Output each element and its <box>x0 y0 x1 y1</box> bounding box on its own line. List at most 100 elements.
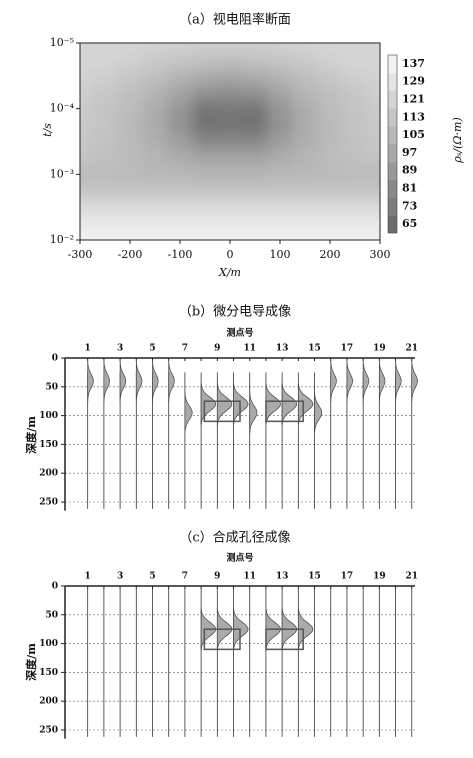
contour-cell <box>192 166 218 184</box>
contour-cell <box>142 231 168 240</box>
contour-cell <box>292 51 318 69</box>
contour-cell <box>342 84 368 101</box>
contour-cell <box>80 133 93 151</box>
wiggle-lobe <box>103 359 110 403</box>
contour-cell <box>117 116 143 134</box>
contour-cell <box>167 116 193 134</box>
colorbar-tick-label: 97 <box>402 146 417 159</box>
contour-cell <box>142 51 168 69</box>
wiggle-lobe <box>314 391 323 434</box>
contour-cell <box>192 198 218 216</box>
contour-cell <box>292 43 318 52</box>
x-tick-label: 3 <box>117 344 123 354</box>
x-tick-label: 7 <box>182 572 188 582</box>
contour-cell <box>267 51 293 69</box>
contour-cell <box>142 43 168 52</box>
contour-cell <box>80 43 93 52</box>
contour-cell <box>342 116 368 134</box>
contour-cell <box>267 67 293 85</box>
contour-cell <box>342 149 368 167</box>
contour-cell <box>367 215 380 233</box>
contour-cell <box>217 149 243 167</box>
contour-cell <box>267 133 293 151</box>
contour-cell <box>267 149 293 167</box>
contour-cell <box>342 231 368 240</box>
contour-cell <box>117 84 143 101</box>
contour-cell <box>167 100 193 118</box>
contour-cell <box>192 231 218 240</box>
x-tick-label: 19 <box>373 572 386 582</box>
contour-cell <box>142 182 168 200</box>
contour-cell <box>217 198 243 216</box>
contour-cell <box>92 133 118 151</box>
contour-cell <box>317 51 343 69</box>
x-tick-label: 9 <box>214 572 220 582</box>
contour-cell <box>367 166 380 184</box>
contour-cell <box>117 149 143 167</box>
contour-cell <box>192 116 218 134</box>
contour-cell <box>292 198 318 216</box>
x-tick-label: 17 <box>341 344 354 354</box>
contour-cell <box>142 84 168 101</box>
contour-cell <box>317 84 343 101</box>
contour-cell <box>267 166 293 184</box>
contour-cell <box>242 133 268 151</box>
anomaly-box <box>265 628 304 651</box>
x-tick-label: 19 <box>373 344 386 354</box>
contour-cell <box>117 133 143 151</box>
contour-cell <box>117 67 143 85</box>
contour-cell <box>292 67 318 85</box>
contour-cell <box>142 133 168 151</box>
x-tick-label: 3 <box>117 572 123 582</box>
contour-cell <box>117 43 143 52</box>
contour-cell <box>92 116 118 134</box>
contour-cell <box>92 166 118 184</box>
contour-cell <box>317 67 343 85</box>
contour-cell <box>217 231 243 240</box>
contour-cell <box>192 100 218 118</box>
colorbar-tick-label: 81 <box>402 182 417 195</box>
contour-cell <box>80 198 93 216</box>
contour-cell <box>367 51 380 69</box>
contour-cell <box>242 100 268 118</box>
contour-cell <box>342 215 368 233</box>
contour-cell <box>80 84 93 101</box>
contour-cell <box>342 133 368 151</box>
x-tick-label: 9 <box>214 344 220 354</box>
x-axis-label: X/m <box>218 266 241 279</box>
contour-cell <box>242 231 268 240</box>
contour-cell <box>192 84 218 101</box>
wiggle-lobe <box>281 382 298 426</box>
colorbar-tick-label: 129 <box>402 75 425 88</box>
contour-cell <box>242 84 268 101</box>
x-tick-label: 0 <box>227 248 234 261</box>
wiggle-lobe <box>297 608 314 651</box>
contour-cell <box>217 67 243 85</box>
contour-cell <box>92 100 118 118</box>
colorbar-tick-label: 113 <box>402 110 425 123</box>
x-tick-label: -200 <box>118 248 143 261</box>
contour-cell <box>192 67 218 85</box>
contour-cell <box>367 116 380 134</box>
wiggle-lobe <box>362 359 370 403</box>
contour-cell <box>92 231 118 240</box>
contour-cell <box>267 84 293 101</box>
contour-cell <box>292 231 318 240</box>
colorbar-tick-label: 105 <box>402 128 425 141</box>
colorbar-frame <box>387 54 398 234</box>
contour-cell <box>217 182 243 200</box>
contour-cell <box>317 116 343 134</box>
contour-cell <box>192 133 218 151</box>
anomaly-box <box>265 400 304 423</box>
contour-cell <box>342 67 368 85</box>
contour-cell <box>117 51 143 69</box>
contour-cell <box>217 84 243 101</box>
y-tick-label: 250 <box>39 726 58 736</box>
contour-cell <box>317 100 343 118</box>
y-tick-label: 200 <box>39 469 58 479</box>
contour-cell <box>342 182 368 200</box>
wiggle-lobe <box>249 391 258 434</box>
contour-cell <box>292 215 318 233</box>
x-axis-label: 测点号 <box>226 552 253 564</box>
x-tick-label: 300 <box>370 248 391 261</box>
